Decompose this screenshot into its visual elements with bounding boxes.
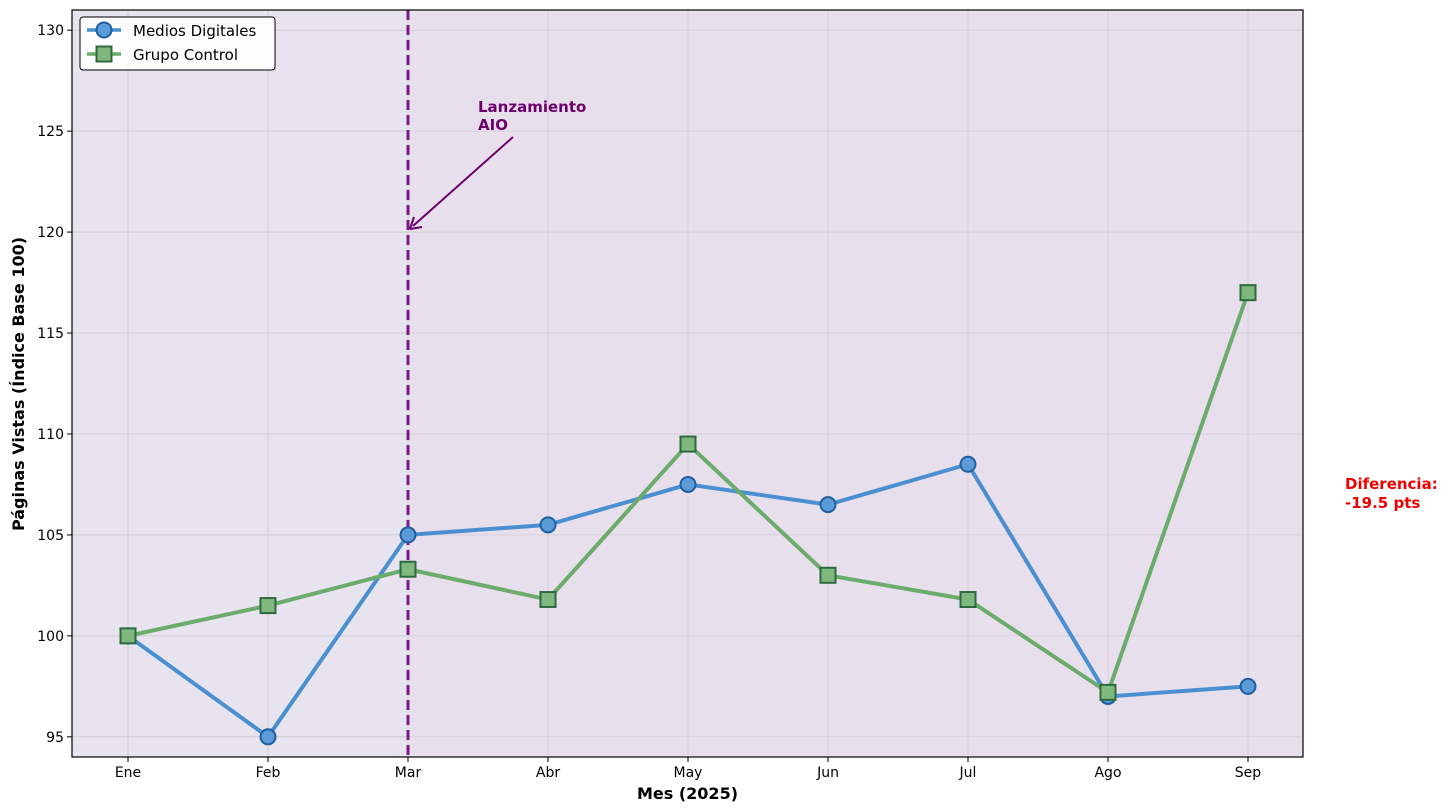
- y-axis: 95 100 105 110 115 120 125 130: [37, 23, 72, 746]
- launch-annotation: Lanzamiento AIO: [409, 98, 586, 230]
- annotation-line-1: Lanzamiento: [478, 98, 586, 116]
- y-tick-label: 95: [46, 730, 64, 746]
- legend: Medios Digitales Grupo Control: [79, 16, 276, 71]
- x-axis-label: Mes (2025): [637, 784, 738, 803]
- point-medios-digitales: [259, 728, 277, 746]
- legend-medios-marker: [95, 21, 113, 39]
- x-tick-label: May: [674, 765, 703, 781]
- legend-control-marker: [95, 45, 113, 63]
- launch-line-group: [406, 10, 1303, 757]
- y-tick-label: 125: [37, 124, 64, 140]
- point-grupo-control: [259, 597, 277, 615]
- x-tick-label: Abr: [536, 765, 560, 781]
- point-grupo-control: [959, 591, 977, 609]
- point-medios-digitales: [679, 475, 697, 493]
- x-tick-label: Mar: [395, 765, 422, 781]
- point-grupo-control: [1239, 284, 1257, 302]
- difference-label: Diferencia:: [1345, 475, 1438, 493]
- y-tick-label: 120: [37, 225, 64, 241]
- y-tick-label: 105: [37, 528, 64, 544]
- x-tick-label: Jul: [959, 765, 977, 781]
- point-medios-digitales: [539, 516, 557, 534]
- point-grupo-control: [399, 560, 417, 578]
- y-tick-label: 110: [37, 427, 64, 443]
- x-axis: Ene Feb Mar Abr May Jun Jul Ago Sep: [115, 757, 1261, 781]
- legend-box: [79, 16, 276, 71]
- x-tick-label: Jun: [816, 765, 839, 781]
- point-grupo-control: [679, 435, 697, 453]
- point-grupo-control: [1099, 683, 1117, 701]
- point-medios-digitales: [819, 496, 837, 514]
- x-tick-label: Ago: [1094, 765, 1121, 781]
- difference-note: Diferencia: -19.5 pts: [1345, 475, 1438, 512]
- point-medios-digitales: [399, 526, 417, 544]
- x-tick-label: Sep: [1235, 765, 1262, 781]
- annotation-arrow-shaft: [412, 136, 514, 227]
- point-grupo-control: [819, 566, 837, 584]
- y-tick-label: 130: [37, 23, 64, 39]
- legend-control-label: Grupo Control: [133, 46, 238, 64]
- x-tick-label: Feb: [256, 765, 281, 781]
- difference-value: -19.5 pts: [1345, 494, 1420, 512]
- point-grupo-control: [539, 591, 557, 609]
- post-launch-shade: [408, 10, 1303, 757]
- point-grupo-control: [119, 627, 137, 645]
- series-group: [119, 284, 1257, 746]
- x-tick-label: Ene: [115, 765, 141, 781]
- point-medios-digitales: [959, 455, 977, 473]
- legend-medios-label: Medios Digitales: [133, 22, 256, 40]
- annotation-arrow-head: [409, 216, 423, 230]
- y-tick-label: 115: [37, 326, 64, 342]
- y-axis-label: Páginas Vistas (Índice Base 100): [9, 237, 28, 531]
- point-medios-digitales: [1239, 677, 1257, 695]
- y-tick-label: 100: [37, 629, 64, 645]
- annotation-line-2: AIO: [478, 116, 508, 134]
